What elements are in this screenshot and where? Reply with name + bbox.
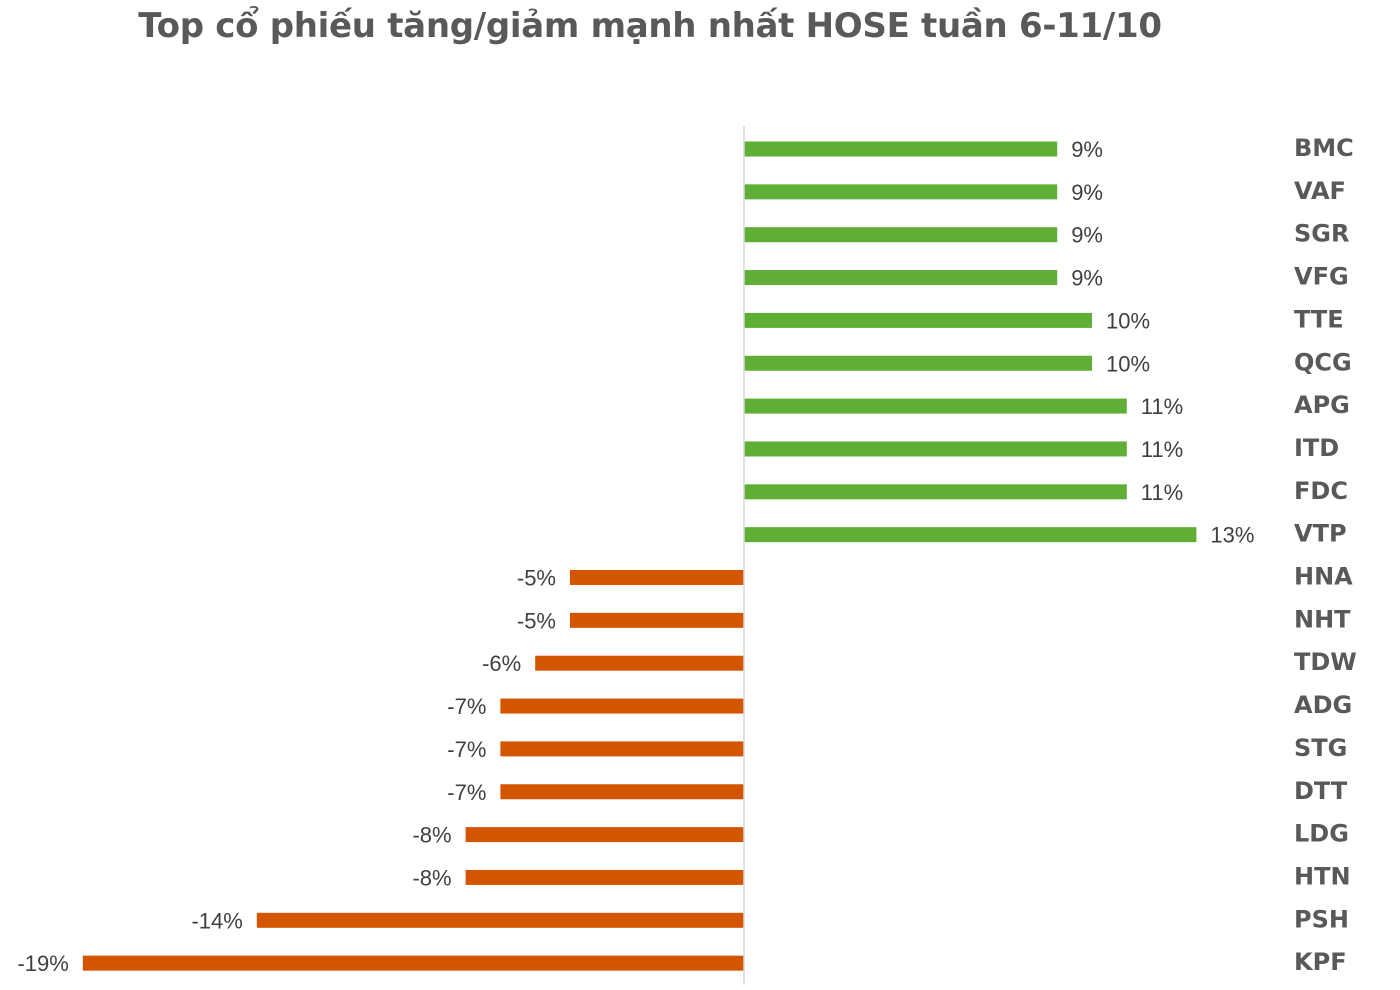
- value-label-bmc: 9%: [1071, 137, 1103, 162]
- value-label-vfg: 9%: [1071, 266, 1103, 291]
- bar-hna: [570, 570, 744, 585]
- bar-tdw: [535, 655, 744, 671]
- value-label-fdc: 11%: [1141, 480, 1183, 505]
- bar-kpf: [82, 955, 745, 971]
- value-label-adg: -7%: [447, 694, 486, 719]
- bar-ldg: [465, 827, 744, 843]
- bar-adg: [500, 698, 744, 714]
- value-label-vtp: 13%: [1210, 523, 1254, 548]
- value-label-tte: 10%: [1106, 308, 1150, 333]
- bar-vfg: [744, 270, 1058, 286]
- bar-itd: [744, 441, 1127, 457]
- category-label-adg: ADG: [1294, 691, 1352, 719]
- category-label-dtt: DTT: [1294, 777, 1348, 805]
- category-label-nht: NHT: [1294, 605, 1351, 633]
- bars-layer: [82, 141, 1197, 971]
- category-label-ldg: LDG: [1294, 820, 1349, 848]
- bar-stg: [500, 741, 744, 757]
- category-label-htn: HTN: [1294, 862, 1351, 890]
- value-label-kpf: -19%: [17, 951, 68, 976]
- value-label-nht: -5%: [517, 608, 556, 633]
- category-label-bmc: BMC: [1294, 134, 1354, 162]
- category-label-kpf: KPF: [1294, 948, 1347, 976]
- value-label-sgr: 9%: [1071, 223, 1103, 248]
- value-label-hna: -5%: [517, 566, 556, 591]
- bar-dtt: [500, 784, 744, 800]
- category-label-vaf: VAF: [1294, 177, 1346, 205]
- bar-apg: [744, 398, 1127, 414]
- bar-nht: [570, 612, 744, 628]
- bar-fdc: [744, 484, 1127, 500]
- bar-vaf: [744, 184, 1058, 200]
- category-label-vtp: VTP: [1294, 520, 1347, 548]
- bar-sgr: [744, 227, 1058, 243]
- bar-qcg: [744, 355, 1092, 371]
- value-label-itd: 11%: [1141, 437, 1183, 462]
- value-label-vaf: 9%: [1071, 180, 1103, 205]
- category-label-hna: HNA: [1294, 563, 1353, 591]
- value-label-stg: -7%: [447, 737, 486, 762]
- value-label-dtt: -7%: [447, 780, 486, 805]
- value-label-qcg: 10%: [1106, 351, 1150, 376]
- value-label-apg: 11%: [1141, 394, 1183, 419]
- category-label-tdw: TDW: [1294, 648, 1357, 676]
- category-label-tte: TTE: [1294, 305, 1344, 333]
- category-label-apg: APG: [1294, 391, 1350, 419]
- category-label-fdc: FDC: [1294, 477, 1348, 505]
- category-label-psh: PSH: [1294, 905, 1349, 933]
- value-labels-layer: 9%9%9%9%10%10%11%11%11%13%-5%-5%-6%-7%-7…: [17, 137, 1254, 976]
- bar-tte: [744, 312, 1092, 328]
- category-label-itd: ITD: [1294, 434, 1339, 462]
- bar-bmc: [744, 141, 1058, 157]
- bar-vtp: [744, 527, 1197, 543]
- category-label-stg: STG: [1294, 734, 1347, 762]
- category-label-sgr: SGR: [1294, 220, 1349, 248]
- bar-htn: [465, 869, 744, 885]
- category-label-vfg: VFG: [1294, 263, 1349, 291]
- value-label-htn: -8%: [412, 865, 451, 890]
- value-label-psh: -14%: [191, 908, 242, 933]
- chart-title: Top cổ phiếu tăng/giảm mạnh nhất HOSE tu…: [138, 6, 1162, 46]
- value-label-ldg: -8%: [412, 823, 451, 848]
- category-label-qcg: QCG: [1294, 348, 1352, 376]
- category-labels-layer: BMC VAF SGR VFG TTE QCG APG ITD FDC VTP HNA NHT TDW A…: [1294, 134, 1357, 976]
- value-label-tdw: -6%: [482, 651, 521, 676]
- bar-psh: [256, 912, 744, 928]
